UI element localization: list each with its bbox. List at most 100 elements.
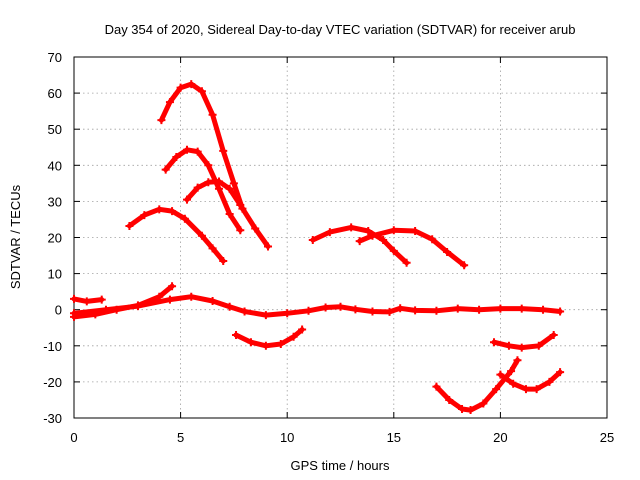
x-tick-label: 15	[387, 430, 401, 445]
data-point	[490, 338, 499, 347]
data-point	[368, 307, 377, 316]
data-point	[214, 184, 223, 193]
y-tick-label: 20	[48, 231, 62, 246]
data-point	[157, 116, 166, 125]
data-point	[545, 377, 554, 386]
data-point	[208, 297, 217, 306]
series-line	[163, 147, 243, 233]
data-point	[428, 235, 437, 244]
data-point	[246, 338, 255, 347]
axis-ticks	[73, 56, 608, 419]
data-point	[97, 295, 106, 304]
x-tick-label: 25	[600, 430, 614, 445]
data-point	[556, 307, 565, 316]
data-point	[172, 152, 181, 161]
y-tick-label: 0	[55, 303, 62, 318]
data-point	[289, 332, 298, 341]
data-point	[517, 343, 526, 352]
data-point	[261, 341, 270, 350]
series-arc-13	[496, 368, 565, 394]
data-point	[513, 356, 522, 365]
data-point	[187, 292, 196, 301]
data-point	[389, 226, 398, 235]
y-tick-label: 50	[48, 122, 62, 137]
data-point	[347, 223, 356, 232]
data-point	[168, 207, 177, 216]
data-point	[549, 330, 558, 339]
data-point	[479, 399, 488, 408]
data-point	[182, 145, 191, 154]
data-point	[208, 110, 217, 119]
y-tick-label: -30	[43, 411, 62, 426]
data-point	[176, 83, 185, 92]
data-point	[368, 231, 377, 240]
data-point	[402, 258, 411, 267]
data-point	[321, 303, 330, 312]
data-point	[219, 256, 228, 265]
data-point	[443, 247, 452, 256]
data-point	[517, 304, 526, 313]
data-point	[298, 325, 307, 334]
data-point	[225, 210, 234, 219]
series-arc-12	[490, 330, 558, 352]
y-tick-label: -20	[43, 375, 62, 390]
data-point	[165, 295, 174, 304]
data-point	[509, 379, 518, 388]
y-tick-label: 70	[48, 50, 62, 65]
data-point	[355, 237, 364, 246]
data-point	[187, 80, 196, 89]
series-layer	[70, 80, 565, 415]
data-point	[219, 146, 228, 155]
data-point	[432, 306, 441, 315]
data-point	[304, 306, 313, 315]
data-point	[539, 305, 548, 314]
series-arc-04	[125, 205, 228, 265]
data-point	[496, 370, 505, 379]
data-point	[197, 231, 206, 240]
data-point	[396, 304, 405, 313]
data-point	[276, 339, 285, 348]
data-point	[521, 385, 530, 394]
data-point	[432, 382, 441, 391]
data-point	[453, 304, 462, 313]
data-point	[556, 368, 565, 377]
data-point	[308, 236, 317, 245]
x-tick-label: 10	[280, 430, 294, 445]
series-line	[497, 369, 563, 392]
data-point	[534, 341, 543, 350]
data-point	[364, 227, 373, 236]
data-point	[225, 302, 234, 311]
series-line	[491, 332, 557, 351]
data-point	[411, 227, 420, 236]
data-point	[261, 311, 270, 320]
data-point	[70, 294, 78, 303]
data-point	[475, 305, 484, 314]
series-arc-08	[232, 325, 307, 350]
data-point	[264, 242, 273, 251]
series-arc-06	[161, 145, 245, 235]
x-tick-label: 0	[70, 430, 77, 445]
series-arc-07	[182, 177, 273, 251]
data-point	[460, 261, 469, 270]
data-point	[165, 98, 174, 107]
data-point	[182, 195, 191, 204]
series-arc-11	[432, 356, 522, 415]
data-point	[193, 147, 202, 156]
data-point	[532, 385, 541, 394]
data-point	[445, 395, 454, 404]
data-point	[214, 177, 223, 186]
data-point	[232, 330, 241, 339]
x-tick-labels: 0 5 10 15 20 25	[70, 430, 614, 445]
data-point	[204, 161, 213, 170]
x-tick-label: 5	[177, 430, 184, 445]
data-point	[208, 244, 217, 253]
x-axis-label: GPS time / hours	[291, 458, 390, 473]
data-point	[379, 236, 388, 245]
y-tick-label: -10	[43, 339, 62, 354]
data-point	[325, 228, 334, 237]
data-point	[225, 184, 234, 193]
data-point	[336, 302, 345, 311]
series-arc-05	[157, 80, 247, 213]
data-point	[496, 304, 505, 313]
